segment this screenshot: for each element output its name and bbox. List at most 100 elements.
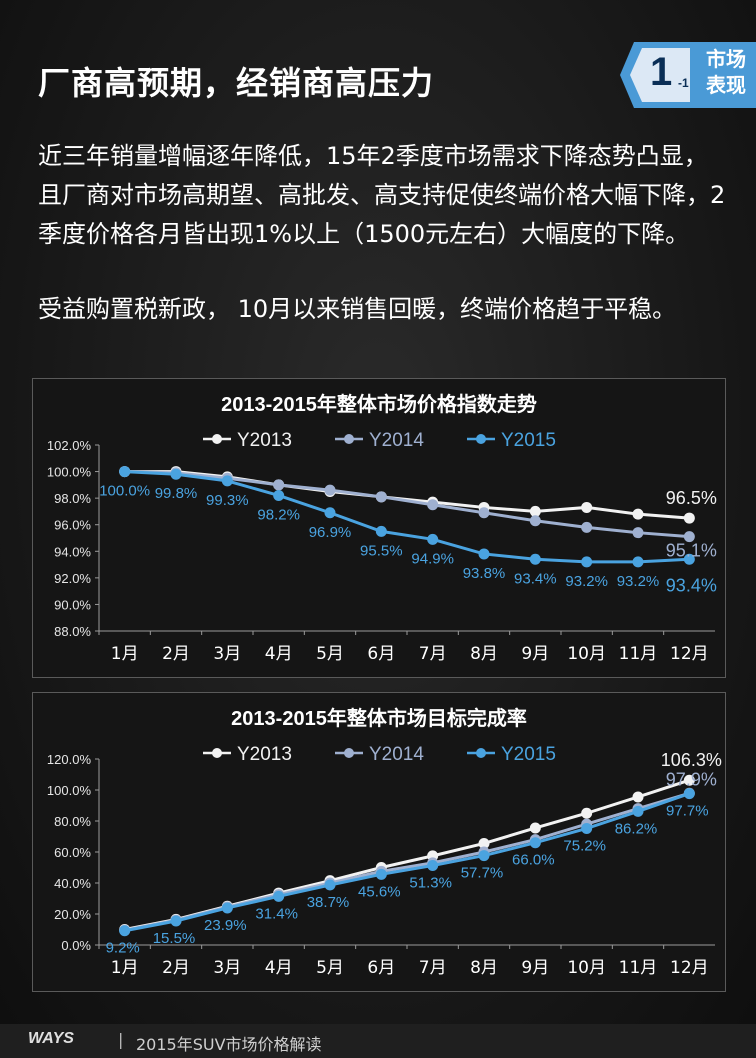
y-tick-label: 102.0%: [47, 438, 92, 453]
data-point-Y2015: [324, 879, 336, 891]
data-point-Y2015: [478, 850, 490, 862]
data-label-Y2015: 94.9%: [411, 550, 454, 567]
footer-bar: WAYS | 2015年SUV市场价格解读: [0, 1024, 756, 1058]
x-tick-label: 2月: [162, 644, 190, 664]
data-point-Y2015: [427, 859, 439, 871]
footer-logo: WAYS: [28, 1030, 74, 1047]
y-tick-label: 60.0%: [54, 845, 91, 860]
legend-label-Y2015: Y2015: [501, 744, 556, 765]
body-paragraph-1: 近三年销量增幅逐年降低，15年2季度市场需求下降态势凸显，且厂商对市场高期望、高…: [38, 142, 726, 248]
data-point-Y2015: [632, 556, 644, 568]
price-index-chart: 2013-2015年整体市场价格指数走势 Y2013 Y2014 Y2015 88.0%…: [47, 392, 717, 664]
data-point-Y2014: [478, 507, 490, 519]
data-label-Y2015: 66.0%: [512, 852, 555, 869]
data-label-Y2015: 23.9%: [204, 917, 247, 934]
data-point-Y2015: [170, 915, 182, 927]
data-point-Y2015: [427, 533, 439, 545]
y-tick-label: 88.0%: [54, 624, 91, 639]
legend-marker-Y2013: [212, 748, 222, 758]
data-point-Y2015: [478, 548, 490, 560]
y-tick-label: 0.0%: [61, 938, 91, 953]
data-point-Y2014: [529, 515, 541, 527]
x-tick-label: 3月: [213, 958, 241, 978]
data-label-Y2015: 93.8%: [463, 565, 506, 582]
x-tick-label: 10月: [567, 644, 606, 664]
data-point-Y2014: [581, 521, 593, 533]
legend-label-Y2014: Y2014: [369, 744, 424, 765]
end-label-Y2014: 95.1%: [666, 541, 717, 561]
legend-marker-Y2014: [344, 748, 354, 758]
data-point-Y2013: [529, 505, 541, 517]
data-point-Y2015: [119, 925, 131, 937]
data-label-Y2015: 9.2%: [106, 940, 140, 957]
legend-marker-Y2015: [476, 748, 486, 758]
x-tick-label: 6月: [367, 958, 395, 978]
data-point-Y2015: [529, 553, 541, 565]
end-label-Y2015: 93.4%: [666, 575, 717, 595]
x-tick-label: 1月: [111, 644, 139, 664]
data-point-Y2015: [581, 556, 593, 568]
data-label-Y2015: 45.6%: [358, 883, 401, 900]
data-point-Y2015: [683, 553, 695, 565]
data-point-Y2013: [632, 791, 644, 803]
data-point-Y2015: [221, 902, 233, 914]
data-point-Y2015: [273, 489, 285, 501]
footer-separator: |: [118, 1030, 124, 1049]
data-label-Y2015: 57.7%: [461, 865, 504, 882]
data-point-Y2013: [683, 512, 695, 524]
legend-marker-Y2014: [344, 434, 354, 444]
data-point-Y2015: [375, 868, 387, 880]
x-tick-label: 7月: [419, 644, 447, 664]
y-tick-label: 40.0%: [54, 876, 91, 891]
badge-number: 1: [650, 50, 673, 94]
target-completion-chart-panel: 2013-2015年整体市场目标完成率 Y2013 Y2014 Y2015 0.0% 20…: [32, 692, 726, 992]
x-tick-label: 4月: [265, 958, 293, 978]
chart-title: 2013-2015年整体市场价格指数走势: [221, 392, 537, 416]
data-point-Y2015: [119, 466, 131, 478]
legend-label-Y2015: Y2015: [501, 430, 556, 451]
price-index-chart-panel: 2013-2015年整体市场价格指数走势 Y2013 Y2014 Y2015 88.0%…: [32, 378, 726, 678]
section-badge: 1 -1 市场 表现: [620, 42, 756, 108]
data-label-Y2015: 98.2%: [257, 506, 300, 523]
data-point-Y2015: [683, 788, 695, 800]
x-tick-label: 12月: [670, 644, 709, 664]
x-tick-label: 11月: [619, 958, 658, 978]
x-tick-label: 1月: [111, 958, 139, 978]
legend-label-Y2013: Y2013: [237, 430, 292, 451]
data-label-Y2015: 75.2%: [563, 837, 606, 854]
x-tick-label: 6月: [367, 644, 395, 664]
data-label-Y2015: 97.7%: [666, 803, 709, 820]
data-point-Y2014: [273, 479, 285, 491]
chart-title: 2013-2015年整体市场目标完成率: [231, 706, 527, 730]
series-line-Y2015: [124, 792, 690, 933]
x-tick-label: 7月: [419, 958, 447, 978]
x-tick-label: 3月: [213, 644, 241, 664]
data-point-Y2013: [529, 822, 541, 834]
data-point-Y2015: [324, 507, 336, 519]
data-label-Y2015: 31.4%: [255, 905, 298, 922]
series-line-Y2014: [124, 470, 690, 539]
data-point-Y2013: [581, 501, 593, 513]
end-label-Y2014: 97.9%: [666, 769, 717, 789]
data-point-Y2015: [221, 475, 233, 487]
data-point-Y2015: [529, 837, 541, 849]
y-tick-label: 90.0%: [54, 597, 91, 612]
data-point-Y2014: [324, 484, 336, 496]
legend-marker-Y2013: [212, 434, 222, 444]
data-point-Y2014: [427, 499, 439, 511]
y-tick-label: 98.0%: [54, 491, 91, 506]
x-tick-label: 12月: [670, 958, 709, 978]
data-point-Y2014: [683, 531, 695, 543]
data-label-Y2015: 15.5%: [153, 930, 196, 947]
data-point-Y2014: [375, 491, 387, 503]
target-completion-chart: 2013-2015年整体市场目标完成率 Y2013 Y2014 Y2015 0.0% 20…: [47, 706, 722, 978]
end-label-Y2013: 106.3%: [661, 750, 722, 770]
x-tick-label: 8月: [470, 958, 498, 978]
y-tick-label: 100.0%: [47, 783, 92, 798]
x-tick-label: 10月: [567, 958, 606, 978]
data-point-Y2013: [478, 837, 490, 849]
y-tick-label: 94.0%: [54, 544, 91, 559]
data-label-Y2015: 38.7%: [307, 894, 350, 911]
y-tick-label: 20.0%: [54, 907, 91, 922]
data-point-Y2013: [581, 807, 593, 819]
